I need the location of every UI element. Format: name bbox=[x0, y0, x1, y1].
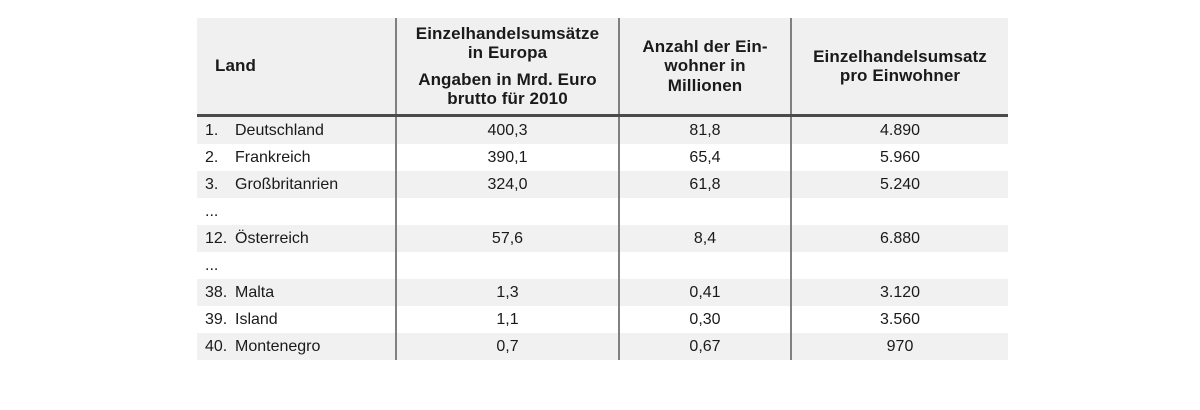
cell-land: 2. Frankreich bbox=[197, 144, 397, 171]
country-name: Großbritanrien bbox=[235, 175, 339, 193]
country-name: Deutschland bbox=[235, 121, 324, 139]
cell-einwohner: 65,4 bbox=[620, 144, 792, 171]
country-name: Frankreich bbox=[235, 148, 311, 166]
cell-einwohner: 81,8 bbox=[620, 117, 792, 144]
cell-pro-einwohner: 3.120 bbox=[879, 283, 921, 301]
table-row: 40. Montenegro 0,7 0,67 970 bbox=[197, 333, 1008, 360]
cell-pro-einwohner: 5.240 bbox=[879, 175, 921, 193]
cell-pro-einwohner: 5.960 bbox=[879, 148, 921, 166]
cell-land: ... bbox=[197, 198, 397, 225]
cell-pro-einwohner: 970 bbox=[886, 337, 914, 355]
cell-umsatz: 390,1 bbox=[397, 144, 620, 171]
column-header-land: Land bbox=[197, 18, 397, 114]
table-row: 12. Österreich 57,6 8,4 6.880 bbox=[197, 225, 1008, 252]
cell-pro-einwohner: 6.880 bbox=[879, 229, 921, 247]
table-header-row: Land Einzelhandelsumsätze in Europa Anga… bbox=[197, 18, 1008, 117]
cell-einwohner bbox=[620, 198, 792, 225]
country-name: Österreich bbox=[235, 229, 309, 247]
cell-pro-einwohner: 4.890 bbox=[879, 121, 921, 139]
cell-umsatz bbox=[397, 198, 620, 225]
table-row: 38. Malta 1,3 0,41 3.120 bbox=[197, 279, 1008, 306]
table-row: 39. Island 1,1 0,30 3.560 bbox=[197, 306, 1008, 333]
country-name: Montenegro bbox=[235, 337, 321, 355]
rank-number: 38. bbox=[205, 283, 228, 301]
cell-land: 38. Malta bbox=[197, 279, 397, 306]
column-header-land-label: Land bbox=[215, 56, 257, 76]
country-name: Malta bbox=[235, 283, 275, 301]
cell-umsatz: 0,7 bbox=[397, 333, 620, 360]
cell-umsatz: 1,3 bbox=[397, 279, 620, 306]
column-header-pro-einwohner: Einzelhandelsumsatz pro Einwohner bbox=[813, 46, 987, 85]
table-row: 3. Großbritanrien 324,0 61,8 5.240 bbox=[197, 171, 1008, 198]
cell-land: 40. Montenegro bbox=[197, 333, 397, 360]
table-row-ellipsis: ... bbox=[197, 252, 1008, 279]
rank-number: 39. bbox=[205, 310, 228, 328]
rank-number: 40. bbox=[205, 337, 228, 355]
retail-sales-table: Land Einzelhandelsumsätze in Europa Anga… bbox=[197, 18, 1008, 360]
table-row: 2. Frankreich 390,1 65,4 5.960 bbox=[197, 144, 1008, 171]
column-header-einwohner: Anzahl der Ein- wohner in Millionen bbox=[620, 18, 792, 114]
table-row: 1. Deutschland 400,3 81,8 4.890 bbox=[197, 117, 1008, 144]
cell-einwohner: 0,30 bbox=[620, 306, 792, 333]
rank-number: 2. bbox=[205, 148, 219, 166]
cell-einwohner: 8,4 bbox=[620, 225, 792, 252]
cell-land: ... bbox=[197, 252, 397, 279]
country-name: Island bbox=[235, 310, 278, 328]
cell-umsatz: 324,0 bbox=[397, 171, 620, 198]
table-row-ellipsis: ... bbox=[197, 198, 1008, 225]
cell-umsatz: 400,3 bbox=[397, 117, 620, 144]
cell-land: 39. Island bbox=[197, 306, 397, 333]
cell-einwohner bbox=[620, 252, 792, 279]
cell-land: 3. Großbritanrien bbox=[197, 171, 397, 198]
cell-umsatz: 1,1 bbox=[397, 306, 620, 333]
cell-pro-einwohner: 3.560 bbox=[879, 310, 921, 328]
column-header-umsatz: Einzelhandelsumsätze in Europa Angaben i… bbox=[397, 18, 620, 114]
rank-number: 1. bbox=[205, 121, 219, 139]
cell-einwohner: 61,8 bbox=[620, 171, 792, 198]
rank-number: 3. bbox=[205, 175, 219, 193]
cell-einwohner: 0,67 bbox=[620, 333, 792, 360]
cell-einwohner: 0,41 bbox=[620, 279, 792, 306]
cell-pro-einwohner bbox=[792, 198, 1008, 225]
cell-land: 12. Österreich bbox=[197, 225, 397, 252]
cell-umsatz bbox=[397, 252, 620, 279]
cell-pro-einwohner bbox=[792, 252, 1008, 279]
rank-number: 12. bbox=[205, 229, 228, 247]
cell-land: 1. Deutschland bbox=[197, 117, 397, 144]
cell-umsatz: 57,6 bbox=[397, 225, 620, 252]
